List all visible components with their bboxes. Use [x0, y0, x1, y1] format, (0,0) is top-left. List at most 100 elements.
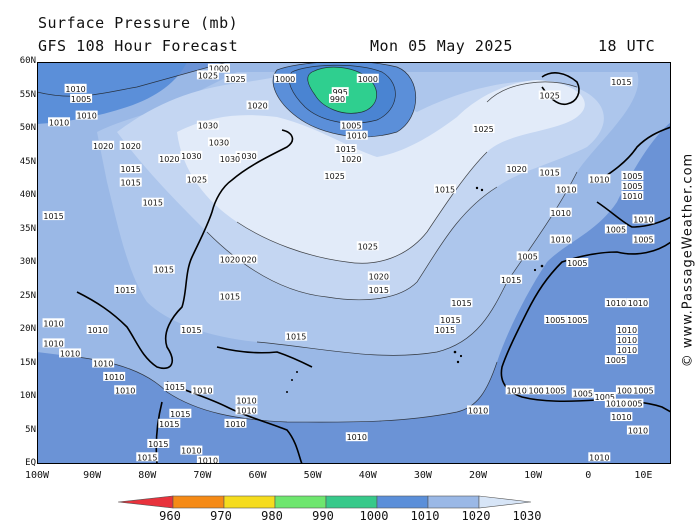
isobar-label: 1030 [207, 137, 230, 147]
longitude-label: 70W [193, 470, 212, 481]
colorbar-segment [325, 495, 378, 509]
svg-text:1005: 1005 [573, 390, 593, 399]
latitude-label: 15N [19, 357, 36, 368]
map-frame [37, 62, 671, 464]
svg-text:1010: 1010 [43, 339, 63, 348]
svg-text:1030: 1030 [220, 155, 240, 164]
svg-text:1010: 1010 [617, 336, 637, 345]
isobar-label: 1020 [340, 154, 363, 164]
isobar-label: 1030 [180, 150, 203, 161]
svg-text:1015: 1015 [43, 212, 63, 221]
colorbar-segment [376, 495, 429, 509]
isobar-label: 1020 [235, 254, 258, 265]
svg-text:1005: 1005 [633, 236, 653, 245]
isobar-label: 1025 [185, 174, 208, 184]
svg-text:1015: 1015 [159, 420, 179, 429]
isobar-label: 1010 [604, 298, 627, 308]
isobar-label: 1005 [621, 180, 644, 191]
isobar-label: 1005 [571, 388, 594, 399]
svg-text:1010: 1010 [606, 400, 626, 409]
colorbar-level: 1030 [512, 509, 542, 523]
colorbar-segment [274, 495, 327, 509]
svg-text:1015: 1015 [540, 169, 560, 178]
isobar-label: 1015 [218, 291, 241, 302]
longitude-label: 100W [24, 470, 50, 481]
isobar-label: 1015 [147, 438, 170, 449]
svg-text:1005: 1005 [622, 172, 642, 181]
svg-text:1015: 1015 [121, 165, 141, 174]
isobar-label: 1010 [621, 191, 644, 201]
svg-text:1020: 1020 [506, 165, 526, 174]
colorbar-segment [478, 495, 532, 509]
colorbar-level: 1000 [359, 509, 389, 523]
svg-text:1020: 1020 [93, 142, 113, 151]
svg-text:1010: 1010 [60, 349, 80, 358]
isobar-label: 1020 [158, 154, 181, 164]
isobar-label: 1010 [549, 234, 572, 245]
svg-text:1015: 1015 [154, 266, 174, 275]
svg-text:1025: 1025 [358, 242, 378, 251]
latitude-label: 60N [19, 56, 36, 66]
isobar-label: 1010 [615, 325, 638, 335]
isobar-label: 1005 [632, 385, 655, 395]
svg-text:1010: 1010 [622, 192, 642, 201]
isobar-label: 1015 [538, 167, 561, 178]
svg-text:1020: 1020 [220, 256, 240, 265]
svg-text:1025: 1025 [198, 71, 218, 80]
isobar-label: 1020 [218, 254, 241, 265]
svg-text:1015: 1015 [181, 326, 201, 335]
svg-text:1010: 1010 [551, 209, 571, 218]
longitude-label: 50W [303, 470, 322, 481]
svg-text:1015: 1015 [220, 293, 240, 302]
colorbar-level: 1010 [410, 509, 440, 523]
isobar-label: 1010 [235, 395, 258, 405]
svg-text:995: 995 [333, 88, 348, 97]
isobar-label: 1015 [119, 177, 142, 188]
isobar-label: 1010 [42, 338, 65, 348]
isobar-label: 1015 [433, 325, 456, 335]
svg-text:1015: 1015 [115, 286, 135, 295]
isobar-label: 1000 [356, 73, 379, 84]
svg-text:1015: 1015 [501, 276, 521, 285]
latitude-label: 55N [19, 89, 36, 100]
svg-text:1015: 1015 [451, 299, 471, 308]
isobar-label: 1030 [235, 150, 258, 161]
colorbar-level: 1020 [461, 509, 491, 523]
isobar-label: 1015 [610, 77, 633, 87]
svg-text:1005: 1005 [545, 386, 565, 395]
latitude-label: 10N [19, 391, 36, 401]
svg-text:1010: 1010 [551, 236, 571, 245]
longitude-label: 90W [83, 470, 102, 481]
isobar-label: 1010 [604, 398, 627, 409]
isobar-label: 1010 [224, 418, 247, 429]
colorbar-level: 970 [210, 509, 232, 523]
latitude-label: 40N [19, 190, 36, 200]
longitude-label: 10E [634, 470, 653, 481]
svg-text:1005: 1005 [567, 259, 587, 268]
isobar-label: 1015 [450, 298, 473, 308]
svg-text:1010: 1010 [192, 386, 212, 395]
svg-text:1030: 1030 [236, 152, 256, 161]
isobar-label: 1020 [92, 140, 115, 151]
svg-text:1025: 1025 [225, 75, 245, 84]
svg-text:1000: 1000 [275, 75, 295, 84]
isobar-label: 1010 [555, 184, 578, 194]
colorbar-level: 980 [261, 509, 283, 523]
isobar-label: 1015 [114, 284, 137, 295]
isobar-label: 1010 [505, 385, 528, 395]
isobar-label: 1010 [196, 455, 219, 464]
isobar-label: 1010 [48, 117, 71, 127]
isobar-label: 1005 [604, 355, 627, 365]
longitude-label: 10W [524, 470, 543, 481]
svg-text:1005: 1005 [622, 400, 642, 409]
svg-text:1010: 1010 [43, 319, 63, 328]
svg-text:1025: 1025 [187, 175, 207, 184]
svg-text:1010: 1010 [87, 326, 107, 335]
svg-text:1015: 1015 [148, 440, 168, 449]
longitude-label: 0 [585, 470, 592, 481]
latitude-label: 5N [25, 424, 36, 435]
isobar-label: 1025 [356, 241, 379, 251]
isobar-label: 990 [328, 93, 346, 104]
forecast-date: Mon 05 May 2025 [370, 37, 513, 55]
isobar-label: 1005 [516, 251, 539, 261]
